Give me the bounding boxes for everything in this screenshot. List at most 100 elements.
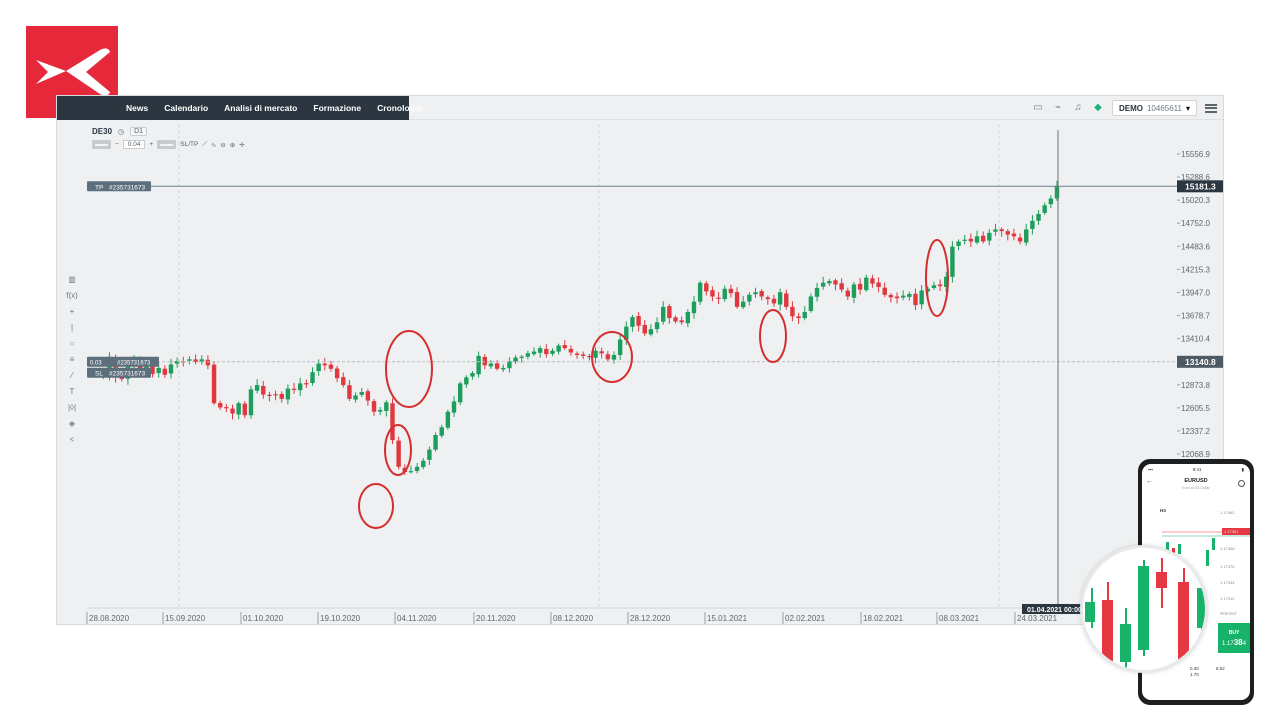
candle (820, 282, 826, 287)
crosshair-icon[interactable]: ✛ (239, 141, 245, 149)
pulse-icon[interactable]: ⌁ (1054, 102, 1061, 113)
candle (630, 317, 635, 327)
tab-news[interactable]: News (126, 103, 149, 113)
candle (814, 287, 820, 297)
candle (408, 471, 414, 473)
candle (704, 283, 709, 292)
sltp-button[interactable]: SL/TP (180, 141, 199, 148)
account-selector[interactable]: DEMO 10465611 ▾ (1111, 100, 1197, 116)
annotation-circle (591, 331, 633, 383)
zoom-in-icon[interactable]: ⊕ (229, 141, 236, 149)
candle (839, 283, 844, 290)
candle (931, 285, 937, 288)
candle (648, 329, 654, 335)
candle (697, 282, 703, 302)
minus-icon[interactable]: − (115, 141, 119, 148)
candle (248, 389, 254, 416)
chevron-down-icon: ▾ (1185, 103, 1190, 113)
date-axis-label: 02.02.2021 (785, 614, 826, 623)
candle (753, 292, 758, 295)
sell-button[interactable]: ▬▬ (92, 140, 111, 149)
candle (624, 326, 629, 340)
candle (476, 355, 481, 375)
fibonacci-icon[interactable]: ≡ (69, 355, 75, 364)
candle (944, 276, 949, 287)
date-axis-label: 04.11.2020 (397, 614, 437, 623)
candle (661, 306, 666, 322)
compare-icon[interactable]: |◊| (67, 403, 77, 412)
clock-icon[interactable]: ◷ (118, 128, 125, 136)
zoom-out-icon[interactable]: ⊖ (220, 141, 226, 149)
indicator-icon[interactable]: ∿ (210, 141, 217, 149)
candle (722, 288, 727, 300)
candle (894, 296, 900, 299)
timeframe-selector[interactable]: D1 (130, 127, 148, 136)
candle (187, 359, 192, 361)
draw-icon[interactable]: ⁄ (71, 371, 73, 380)
share-icon[interactable]: < (69, 435, 75, 444)
candle (827, 281, 832, 284)
candle (562, 345, 567, 349)
phone-timeframe[interactable]: H3 (1160, 508, 1166, 513)
candle (716, 297, 721, 299)
candle (587, 356, 592, 358)
tab-calendario[interactable]: Calendario (164, 103, 209, 113)
back-arrow-icon[interactable]: ← (1146, 478, 1153, 485)
candle (113, 357, 118, 378)
candle (365, 391, 371, 401)
symbol-label[interactable]: DE30 (92, 127, 113, 136)
candle (1042, 205, 1047, 213)
text-icon[interactable]: T (69, 387, 75, 396)
tab-formazione[interactable]: Formazione (313, 103, 362, 113)
candles-icon[interactable]: ▥ (68, 275, 76, 284)
candle (617, 339, 623, 356)
info-icon[interactable] (1238, 480, 1245, 487)
trend-icon[interactable]: ⟋ (202, 140, 207, 148)
candle (857, 283, 863, 290)
layout-icon[interactable]: ▭ (1033, 102, 1043, 113)
candle (882, 287, 887, 295)
candle (525, 353, 531, 357)
candle (279, 393, 284, 399)
candle (291, 388, 297, 390)
connection-icon: ◆ (1094, 102, 1102, 113)
candle (691, 301, 697, 314)
tab-analisi-di-mercato[interactable]: Analisi di mercato (224, 103, 298, 113)
plus-icon[interactable]: + (149, 141, 154, 148)
layers-icon[interactable]: ◈ (68, 419, 76, 428)
sl-tag-label: SL (95, 370, 103, 377)
line-icon[interactable]: | (70, 323, 74, 332)
quantity-field[interactable]: 0.04 (122, 140, 146, 149)
price-axis-label: 13678.7 (1181, 312, 1210, 321)
candle (673, 317, 678, 322)
tp-tag[interactable] (87, 181, 151, 192)
crosshair-date-tag (1022, 604, 1096, 614)
phone-symbol-subtitle: Euro to US Dollar (1182, 486, 1210, 490)
tab-cronologia[interactable]: Cronologia (377, 103, 422, 113)
crosshair-price-label: 13140.8 (1185, 357, 1216, 367)
bell-icon[interactable]: ♫ (1074, 102, 1082, 113)
date-axis-label: 18.02.2021 (863, 614, 904, 623)
cross-icon[interactable]: + (69, 307, 75, 316)
candle (470, 373, 475, 377)
position-tag[interactable] (87, 356, 159, 367)
sl-tag[interactable] (87, 367, 151, 378)
top-bar: News Calendario Analisi di mercato Forma… (57, 96, 1223, 120)
phone-buy-button[interactable]: BUY 1.17384 (1218, 623, 1250, 653)
circle-icon[interactable]: ○ (69, 339, 75, 348)
phone-price-tag: 1.17381 (1222, 528, 1250, 535)
candle (950, 246, 955, 277)
candle (316, 363, 321, 372)
price-axis-label: 13410.4 (1181, 335, 1210, 344)
candle (218, 403, 223, 408)
buy-button[interactable]: ▬▬ (157, 140, 177, 149)
candle (1024, 229, 1029, 243)
candle (1054, 186, 1060, 199)
candle (728, 288, 734, 294)
function-icon[interactable]: f(x) (66, 291, 78, 300)
candles (88, 180, 1060, 476)
menu-icon[interactable] (1205, 103, 1217, 113)
candle (876, 282, 881, 288)
price-chart[interactable]: 15556.9 15288.6 15020.3 14752.0 14483.6 14215… (57, 96, 1224, 625)
candle (150, 363, 155, 374)
